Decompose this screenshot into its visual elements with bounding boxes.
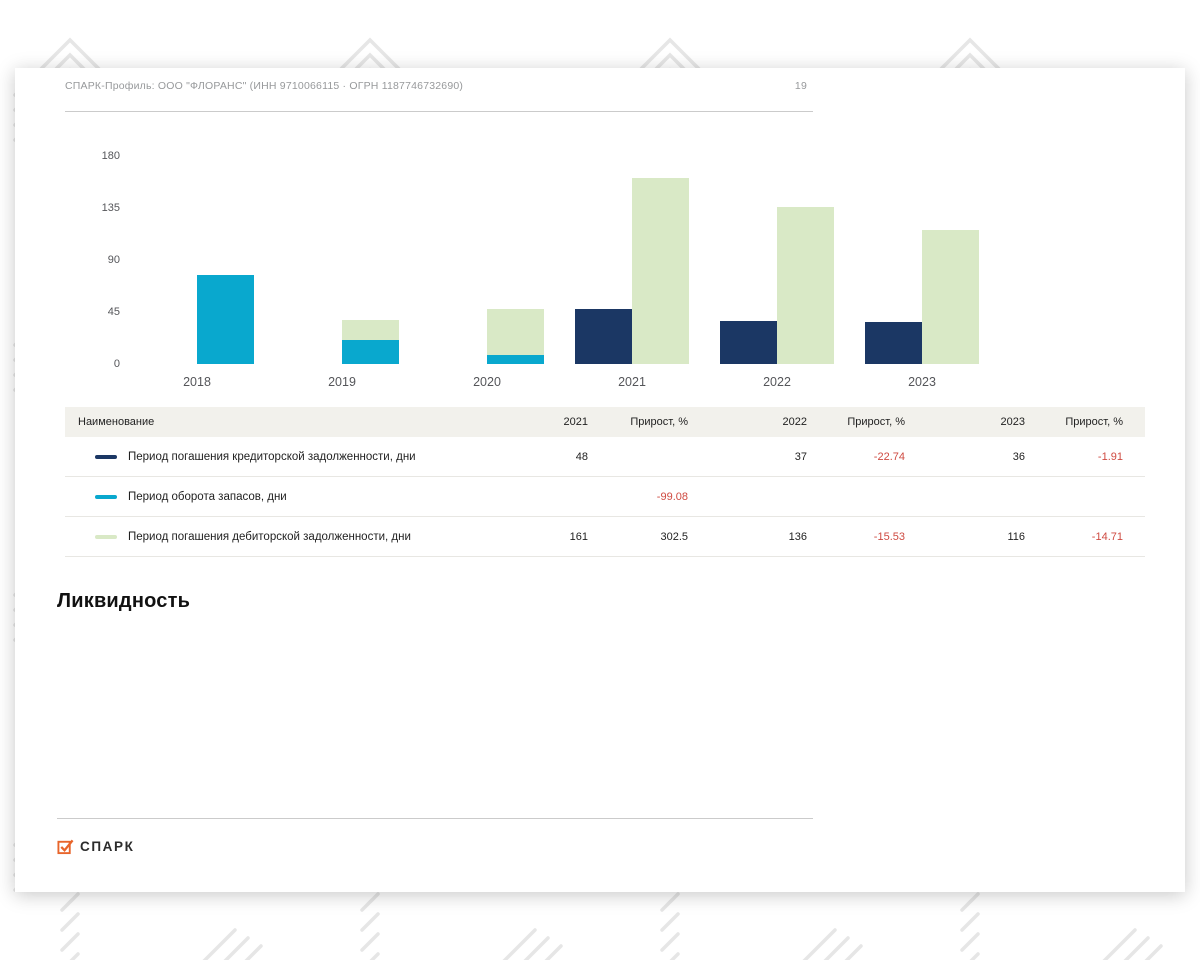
growth-2022: -15.53 (873, 530, 905, 543)
value-2023: 116 (1007, 530, 1025, 543)
bar (922, 230, 979, 364)
report-page: СПАРК-Профиль: ООО "ФЛОРАНС" (ИНН 971006… (15, 68, 1185, 892)
table-header-row: Наименование 2021 Прирост, % 2022 Прирос… (65, 407, 1145, 437)
bar (865, 322, 922, 364)
row-label: Период погашения кредиторской задолженно… (128, 450, 416, 463)
y-axis-label: 45 (107, 305, 120, 318)
bar (197, 275, 254, 364)
table-row: Период погашения кредиторской задолженно… (65, 437, 1145, 477)
growth-2022: -22.74 (873, 450, 905, 463)
spark-checkbox-icon (57, 839, 74, 855)
y-axis-label: 135 (101, 201, 120, 214)
column-header-2023: 2023 (1000, 416, 1025, 428)
header-divider (65, 111, 813, 112)
y-axis-label: 0 (113, 357, 120, 370)
value-2023: 36 (1012, 450, 1025, 463)
column-header-2022: 2022 (782, 416, 807, 428)
table-row: Период погашения дебиторской задолженнос… (65, 517, 1145, 557)
section-heading-liquidity: Ликвидность (57, 590, 191, 612)
bar (487, 309, 544, 364)
row-label: Период оборота запасов, дни (128, 490, 287, 503)
growth-2021: 302.5 (660, 530, 688, 543)
report-header: СПАРК-Профиль: ООО "ФЛОРАНС" (ИНН 971006… (65, 80, 807, 92)
x-axis-label: 2021 (618, 375, 646, 389)
turnover-periods-chart: 0 45 90 135 180 2018 2019 2020 2021 2022 2023 (15, 68, 1185, 398)
x-axis-label: 2018 (183, 375, 211, 389)
column-header-growth-2: Прирост, % (847, 416, 905, 428)
turnover-table: Наименование 2021 Прирост, % 2022 Прирос… (65, 407, 1145, 557)
growth-2023: -14.71 (1091, 530, 1123, 543)
spark-logo-text: СПАРК (80, 839, 135, 854)
page-number: 19 (794, 80, 807, 92)
column-header-2021: 2021 (563, 416, 588, 428)
bar (720, 321, 777, 364)
x-axis-label: 2020 (473, 375, 501, 389)
column-header-growth-3: Прирост, % (1065, 416, 1123, 428)
report-title: СПАРК-Профиль: ООО "ФЛОРАНС" (ИНН 971006… (65, 80, 464, 92)
legend-dash-debtor-icon (95, 534, 117, 539)
y-axis-label: 180 (101, 149, 120, 162)
table-row: Период оборота запасов, дни -99.08 (65, 477, 1145, 517)
growth-2021: -99.08 (656, 490, 688, 503)
bar (632, 178, 689, 364)
row-label: Период погашения дебиторской задолженнос… (128, 530, 411, 543)
footer-divider (57, 818, 813, 819)
value-2022: 136 (788, 530, 807, 543)
column-header-growth-1: Прирост, % (630, 416, 688, 428)
y-axis-label: 90 (107, 253, 120, 266)
bar (777, 207, 834, 364)
x-axis-label: 2022 (763, 375, 791, 389)
value-2022: 37 (794, 450, 807, 463)
bar (575, 309, 632, 364)
x-axis-label: 2023 (908, 375, 936, 389)
column-header-name: Наименование (78, 416, 155, 428)
bar (487, 355, 544, 364)
legend-dash-inventory-icon (95, 494, 117, 499)
x-axis-label: 2019 (328, 375, 356, 389)
growth-2023: -1.91 (1097, 450, 1123, 463)
value-2021: 48 (575, 450, 588, 463)
legend-dash-creditor-icon (95, 454, 117, 459)
spark-logo: СПАРК (57, 838, 134, 855)
value-2021: 161 (569, 530, 588, 543)
bar (342, 340, 399, 364)
